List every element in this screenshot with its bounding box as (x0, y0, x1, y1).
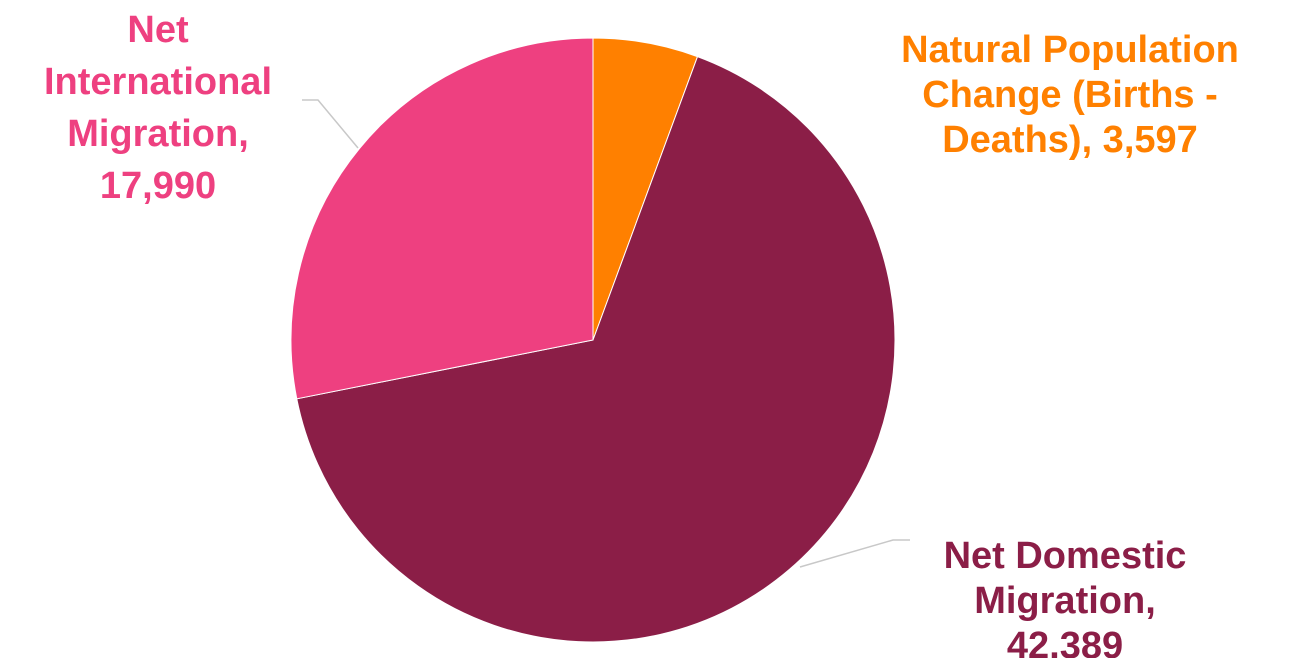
data-label: Net International Migration, 17,990 (44, 9, 272, 207)
data-label-line: International (44, 61, 272, 103)
data-label-line: Migration, (974, 580, 1156, 622)
pie-slices (290, 37, 896, 643)
data-labels: Natural Population Change (Births -Deaths… (44, 9, 1239, 658)
leader-line (302, 99, 359, 149)
data-label-line: 42,389 (1007, 625, 1123, 658)
data-label-line: Deaths), 3,597 (942, 119, 1198, 161)
pie-slice-net-domestic-migration (296, 56, 896, 643)
data-label: Net Domestic Migration, 42,389 (944, 535, 1187, 658)
data-label-line: 17,990 (100, 165, 216, 207)
data-label-line: Natural Population (901, 29, 1239, 71)
pie-slice-net-international-migration (290, 37, 594, 400)
data-label-line: Net Domestic (944, 535, 1187, 577)
data-label-line: Migration, (67, 113, 249, 155)
data-label: Natural Population Change (Births -Deaths… (901, 29, 1239, 161)
data-label-line: Net (127, 9, 189, 51)
data-label-line: Change (Births - (922, 74, 1218, 116)
leader-lines (302, 99, 910, 568)
leader-line (799, 539, 910, 568)
